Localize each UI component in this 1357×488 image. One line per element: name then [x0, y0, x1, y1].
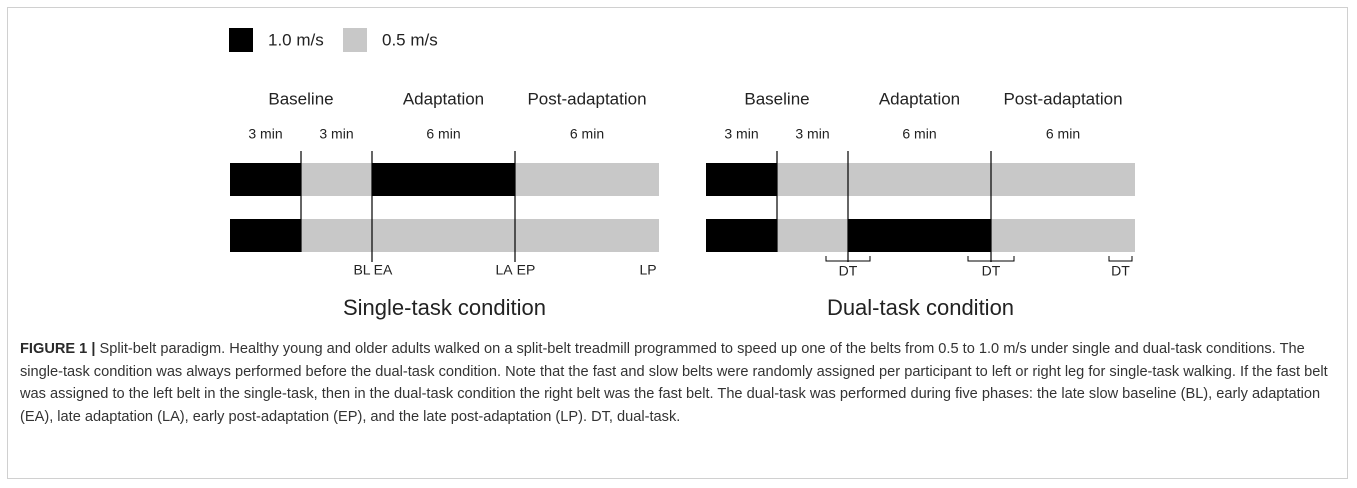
panel-title: Single-task condition: [343, 295, 546, 320]
bottom-belt-segment: [230, 219, 301, 252]
marker-label: LP: [639, 262, 656, 278]
phase-label: Adaptation: [879, 89, 960, 108]
duration-label: 6 min: [570, 126, 604, 142]
phase-label: Baseline: [268, 89, 333, 108]
phase-label: Adaptation: [403, 89, 484, 108]
phase-label: Post-adaptation: [527, 89, 646, 108]
duration-label: 3 min: [724, 126, 758, 142]
bottom-belt-segment: [372, 219, 515, 252]
bottom-belt-segment: [848, 219, 991, 252]
duration-label: 6 min: [902, 126, 936, 142]
duration-label: 6 min: [426, 126, 460, 142]
top-belt-segment: [230, 163, 301, 196]
dt-bracket: [1108, 256, 1133, 262]
diagram: 1.0 m/s 0.5 m/s 3 min 3 min 6 min 6 min Baseli…: [229, 28, 1135, 320]
bottom-belt-segment: [991, 219, 1135, 252]
marker-label: DT: [1111, 263, 1130, 279]
bottom-belt-segment: [301, 219, 372, 252]
bottom-belt-segment: [706, 219, 777, 252]
top-belt-segment: [515, 163, 659, 196]
caption: FIGURE 1 | Split-belt paradigm. Healthy …: [20, 338, 1338, 428]
duration-label: 3 min: [319, 126, 353, 142]
top-belt-segment: [706, 163, 777, 196]
bottom-belt-segment: [777, 219, 848, 252]
legend-swatch: [343, 28, 367, 52]
marker-label: EA: [374, 262, 393, 278]
legend-swatch: [229, 28, 253, 52]
top-belt-segment: [991, 163, 1135, 196]
phase-label: Baseline: [744, 89, 809, 108]
top-belt-segment: [777, 163, 848, 196]
phase-label: Post-adaptation: [1003, 89, 1122, 108]
bottom-belt-segment: [515, 219, 659, 252]
marker-label: DT: [982, 263, 1001, 279]
marker-label: LA: [495, 262, 513, 278]
duration-label: 3 min: [795, 126, 829, 142]
caption-text: Split-belt paradigm. Healthy young and o…: [20, 341, 1328, 425]
dt-bracket: [825, 256, 871, 262]
figure-frame: [7, 7, 1348, 479]
top-belt-segment: [848, 163, 991, 196]
marker-label: EP: [517, 262, 536, 278]
duration-label: 3 min: [248, 126, 282, 142]
top-belt-segment: [301, 163, 372, 196]
dt-bracket: [967, 256, 1015, 262]
legend-label: 0.5 m/s: [382, 30, 438, 49]
panel-title: Dual-task condition: [827, 295, 1014, 320]
top-belt-segment: [372, 163, 515, 196]
caption-label: FIGURE 1 |: [20, 341, 96, 357]
marker-label: BL: [353, 262, 370, 278]
legend-label: 1.0 m/s: [268, 30, 324, 49]
duration-label: 6 min: [1046, 126, 1080, 142]
marker-label: DT: [839, 263, 858, 279]
